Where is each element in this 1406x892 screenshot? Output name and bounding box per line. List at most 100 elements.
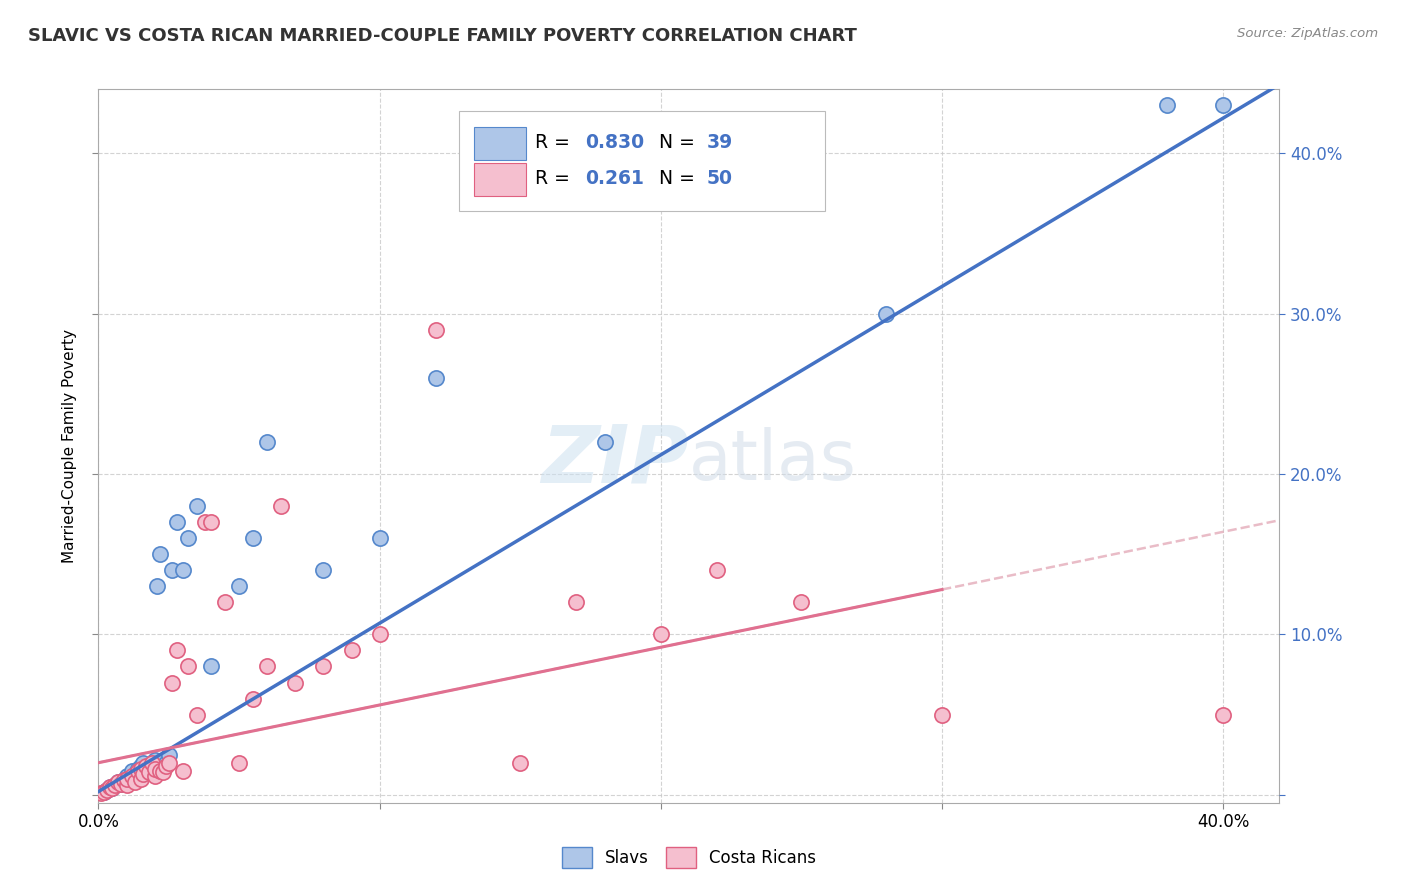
Point — [143, 752, 166, 766]
Point — [931, 707, 953, 722]
Point — [90, 786, 112, 800]
Text: SLAVIC VS COSTA RICAN MARRIED-COUPLE FAMILY POVERTY CORRELATION CHART: SLAVIC VS COSTA RICAN MARRIED-COUPLE FAM… — [28, 27, 858, 45]
Point — [138, 765, 160, 780]
Point — [425, 371, 447, 385]
Point — [1212, 98, 1234, 112]
Point — [124, 767, 146, 781]
Point — [368, 531, 391, 545]
Text: 0.830: 0.830 — [585, 133, 644, 153]
Point — [790, 595, 813, 609]
Point — [155, 759, 177, 773]
Point — [101, 781, 124, 796]
Point — [104, 778, 127, 792]
Point — [141, 764, 163, 778]
Point — [312, 563, 335, 577]
Point — [368, 627, 391, 641]
Point — [112, 773, 135, 788]
Point — [93, 784, 115, 798]
Point — [141, 756, 163, 770]
Point — [96, 783, 118, 797]
Text: N =: N = — [659, 169, 702, 188]
Point — [143, 762, 166, 776]
Point — [132, 756, 155, 770]
Point — [146, 579, 169, 593]
Point — [242, 531, 264, 545]
Point — [124, 775, 146, 789]
Point — [242, 691, 264, 706]
Point — [172, 563, 194, 577]
Point — [93, 784, 115, 798]
Text: R =: R = — [536, 169, 582, 188]
Point — [138, 760, 160, 774]
Text: 50: 50 — [707, 169, 733, 188]
Point — [650, 627, 672, 641]
Point — [186, 707, 208, 722]
Point — [194, 515, 217, 529]
Point — [509, 756, 531, 770]
Point — [340, 643, 363, 657]
Point — [172, 764, 194, 778]
Point — [115, 772, 138, 786]
Point — [143, 768, 166, 782]
Point — [149, 764, 172, 778]
Point — [121, 764, 143, 778]
Y-axis label: Married-Couple Family Poverty: Married-Couple Family Poverty — [62, 329, 77, 563]
Point — [425, 323, 447, 337]
FancyBboxPatch shape — [474, 127, 526, 160]
Point — [177, 531, 200, 545]
Point — [228, 579, 250, 593]
Point — [98, 780, 121, 794]
Text: N =: N = — [659, 133, 702, 153]
Point — [135, 759, 157, 773]
Point — [312, 659, 335, 673]
Point — [101, 781, 124, 796]
Point — [200, 659, 222, 673]
Point — [565, 595, 588, 609]
Text: ZIP: ZIP — [541, 421, 689, 500]
Point — [129, 759, 152, 773]
Point — [115, 768, 138, 782]
Point — [129, 772, 152, 786]
Text: Source: ZipAtlas.com: Source: ZipAtlas.com — [1237, 27, 1378, 40]
Point — [121, 768, 143, 782]
Point — [270, 499, 292, 513]
Point — [149, 547, 172, 561]
Point — [1156, 98, 1178, 112]
Point — [152, 765, 174, 780]
Point — [157, 747, 180, 762]
Point — [132, 767, 155, 781]
Point — [127, 762, 149, 776]
Point — [186, 499, 208, 513]
Point — [160, 675, 183, 690]
Point — [155, 756, 177, 770]
Text: 0.261: 0.261 — [585, 169, 644, 188]
Point — [98, 780, 121, 794]
Text: atlas: atlas — [689, 426, 856, 494]
FancyBboxPatch shape — [458, 111, 825, 211]
Point — [706, 563, 728, 577]
Point — [135, 765, 157, 780]
Point — [107, 775, 129, 789]
Point — [110, 776, 132, 790]
Text: 39: 39 — [707, 133, 733, 153]
Point — [127, 764, 149, 778]
Point — [166, 515, 188, 529]
Point — [256, 435, 278, 450]
Point — [107, 775, 129, 789]
Point — [115, 778, 138, 792]
Point — [96, 783, 118, 797]
Point — [129, 762, 152, 776]
Point — [284, 675, 307, 690]
FancyBboxPatch shape — [474, 162, 526, 195]
Point — [110, 776, 132, 790]
Point — [228, 756, 250, 770]
Point — [104, 778, 127, 792]
Point — [112, 773, 135, 788]
Point — [177, 659, 200, 673]
Point — [593, 435, 616, 450]
Legend: Slavs, Costa Ricans: Slavs, Costa Ricans — [554, 838, 824, 877]
Point — [115, 772, 138, 786]
Point — [875, 307, 897, 321]
Text: R =: R = — [536, 133, 576, 153]
Point — [157, 756, 180, 770]
